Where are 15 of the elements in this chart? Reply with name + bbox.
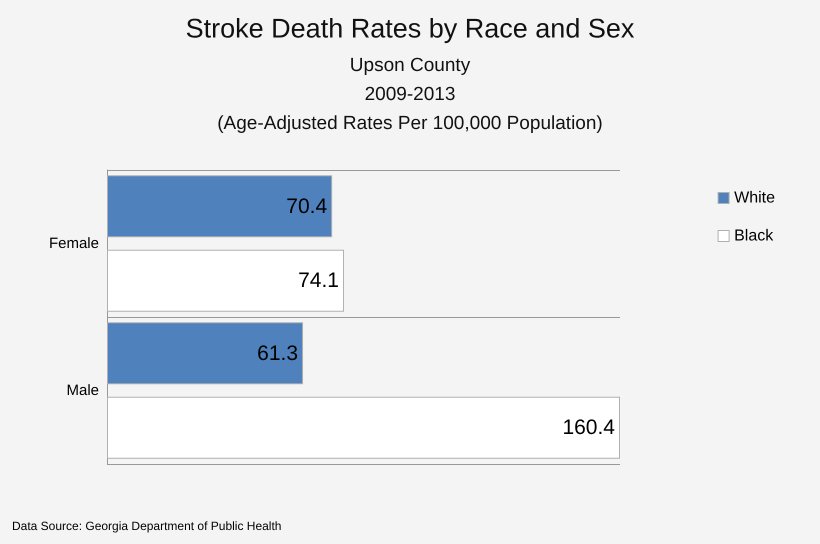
- source-note: Data Source: Georgia Department of Public Health: [12, 519, 282, 533]
- bar: [107, 322, 304, 384]
- bar: [107, 396, 620, 459]
- data-label: 160.4: [562, 416, 616, 440]
- y-tick-label: Female: [48, 235, 99, 252]
- data-label: 74.1: [298, 269, 339, 292]
- y-tick-label: Male: [66, 382, 99, 399]
- chart-subtitle: Upson County 2009-2013 (Age-Adjusted Rates Per 100,000 Population): [217, 55, 603, 134]
- chart-title: Stroke Death Rates by Race and Sex: [186, 14, 635, 44]
- data-label: 70.4: [286, 194, 328, 218]
- legend-label: White: [734, 190, 776, 206]
- data-label: 61.3: [257, 342, 298, 365]
- legend-label: Black: [734, 228, 774, 244]
- bar: [107, 175, 332, 238]
- bar: [107, 250, 344, 312]
